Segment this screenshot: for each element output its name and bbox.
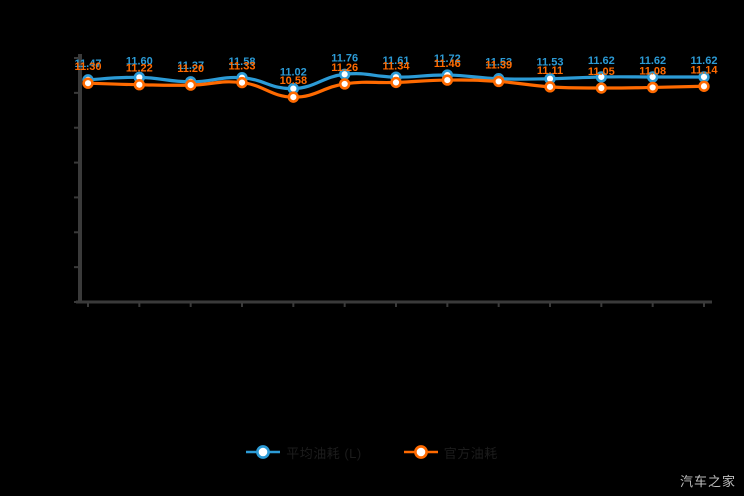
data-label: 11.62 <box>691 55 718 67</box>
data-label: 11.26 <box>331 62 358 74</box>
data-label: 11.05 <box>588 66 615 78</box>
data-label: 11.46 <box>434 58 461 70</box>
data-label: 11.76 <box>331 52 358 64</box>
legend-label-official: 官方油耗 <box>443 445 498 461</box>
data-label: 11.47 <box>75 58 102 70</box>
legend-marker-official-icon <box>403 445 438 459</box>
data-label: 11.22 <box>126 63 153 75</box>
data-label: 11.30 <box>75 61 102 73</box>
data-label: 11.62 <box>639 55 666 67</box>
data-label: 11.20 <box>177 63 204 75</box>
data-label: 11.72 <box>434 53 461 65</box>
data-label: 11.62 <box>588 55 615 67</box>
data-label: 10.58 <box>280 75 308 87</box>
legend-label-avg: 平均油耗 (L) <box>286 445 362 461</box>
data-label: 11.53 <box>485 57 512 69</box>
data-label: 11.08 <box>639 65 666 77</box>
data-label: 11.14 <box>691 64 719 76</box>
legend-item-official[interactable]: 官方油耗 <box>403 443 498 462</box>
data-label: 11.33 <box>229 61 256 73</box>
data-label: 11.37 <box>177 60 204 72</box>
watermark: 汽车之家 <box>679 474 736 489</box>
data-label: 11.61 <box>383 55 410 67</box>
legend-item-avg[interactable]: 平均油耗 (L) <box>246 443 362 462</box>
chart-legend: 平均油耗 (L) 官方油耗 <box>0 437 744 467</box>
data-label: 11.58 <box>229 56 256 68</box>
data-label: 11.39 <box>485 59 512 71</box>
data-label: 11.11 <box>537 65 563 77</box>
data-label: 11.53 <box>537 57 564 69</box>
data-label: 11.60 <box>126 55 153 67</box>
data-label: 11.02 <box>280 67 307 79</box>
legend-marker-avg-icon <box>246 445 281 459</box>
data-label: 11.34 <box>383 60 411 72</box>
